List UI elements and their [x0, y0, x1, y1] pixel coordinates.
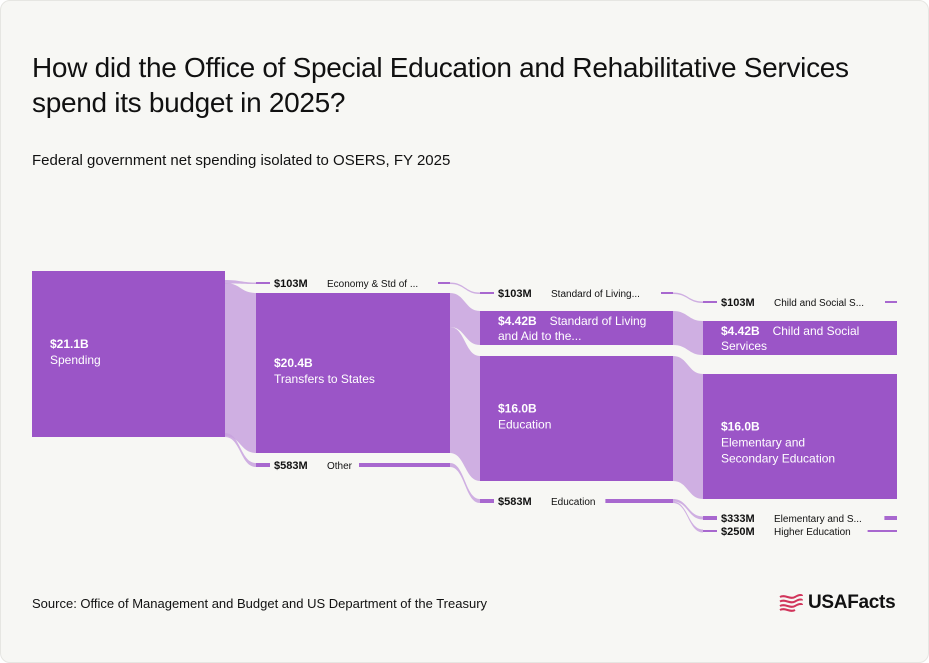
- node-bar-education: [480, 356, 673, 481]
- sankey-link-spending-econ: [225, 280, 256, 284]
- node-bar-childsoc: [703, 321, 897, 355]
- node-value-stdliving: $4.42B: [498, 314, 537, 328]
- sankey-link-education_small-higher: [673, 501, 703, 533]
- sankey-link-spending-other: [225, 433, 256, 467]
- usafacts-logo: USAFacts: [778, 592, 896, 614]
- sankey-link-other-education_small: [450, 463, 480, 503]
- node-value-education: $16.0B: [498, 402, 537, 416]
- flag-icon: [779, 594, 803, 612]
- sankey-link-education-elemsec: [673, 356, 703, 499]
- source-note: Source: Office of Management and Budget …: [32, 596, 488, 611]
- node-name-childsoc: Child and Social: [773, 324, 860, 338]
- node-value-childsoc_small: $103M: [721, 297, 755, 309]
- node-value-other: $583M: [274, 460, 308, 472]
- node-bar-transfers: [256, 293, 450, 453]
- sankey-link-stdliving_small-childsoc_small: [673, 292, 703, 303]
- node-bar-elemsec: [703, 374, 897, 499]
- sankey-node-education_small: $583M Education: [480, 496, 673, 508]
- sankey-links: [225, 280, 703, 533]
- node-name-cont-childsoc: Services: [721, 339, 767, 353]
- logo-text: USAFacts: [808, 592, 896, 613]
- sankey-link-transfers-education: [450, 327, 480, 481]
- node-name-cont-stdliving: and Aid to the...: [498, 329, 581, 343]
- node-name-stdliving: Standard of Living: [550, 314, 647, 328]
- sankey-link-education_small-elem_small: [673, 499, 703, 520]
- node-name-stdliving_small: Standard of Living...: [551, 289, 640, 300]
- node-name-higher: Higher Education: [774, 527, 851, 538]
- node-name-econ: Economy & Std of ...: [327, 279, 418, 290]
- node-value-elem_small: $333M: [721, 513, 755, 525]
- node-value-transfers: $20.4B: [274, 356, 313, 370]
- sankey-node-econ: $103M Economy & Std of ...: [256, 278, 450, 290]
- node-name-elemsec: Elementary and: [721, 436, 805, 450]
- node-value-education_small: $583M: [498, 496, 532, 508]
- node-name-elemsec-1: Secondary Education: [721, 452, 835, 466]
- sankey-node-other: $583M Other: [256, 460, 450, 472]
- sankey-link-econ-stdliving_small: [450, 282, 480, 294]
- sankey-node-spending: $21.1B Spending: [32, 271, 225, 437]
- node-name-spending: Spending: [50, 353, 101, 367]
- sankey-node-elemsec: $16.0B Elementary and Secondary Education: [703, 374, 897, 499]
- sankey-node-education: $16.0B Education: [480, 356, 673, 481]
- node-value-childsoc: $4.42B: [721, 324, 760, 338]
- node-name-education_small: Education: [551, 497, 595, 508]
- chart-subtitle: Federal government net spending isolated…: [32, 152, 451, 169]
- chart-title: How did the Office of Special Education …: [32, 52, 849, 118]
- sankey-node-childsoc: $4.42B Child and Social Services: [703, 321, 897, 355]
- node-name-transfers: Transfers to States: [274, 372, 375, 386]
- node-value-higher: $250M: [721, 526, 755, 538]
- sankey-node-childsoc_small: $103M Child and Social S...: [703, 297, 897, 309]
- node-name-elem_small: Elementary and S...: [774, 514, 862, 525]
- node-name-other: Other: [327, 461, 353, 472]
- node-name-childsoc_small: Child and Social S...: [774, 298, 864, 309]
- node-value-spending: $21.1B: [50, 337, 89, 351]
- sankey-node-elem_small: $333M Elementary and S...: [703, 513, 897, 525]
- node-value-stdliving_small: $103M: [498, 288, 532, 300]
- sankey-node-transfers: $20.4B Transfers to States: [256, 293, 450, 453]
- sankey-node-stdliving_small: $103M Standard of Living...: [480, 288, 673, 300]
- sankey-node-higher: $250M Higher Education: [703, 526, 897, 538]
- node-name-education: Education: [498, 418, 551, 432]
- sankey-link-stdliving-childsoc: [673, 311, 703, 355]
- node-value-elemsec: $16.0B: [721, 420, 760, 434]
- node-value-econ: $103M: [274, 278, 308, 290]
- node-bar-stdliving: [480, 311, 673, 345]
- node-bar-spending: [32, 271, 225, 437]
- sankey-link-spending-transfers: [225, 283, 256, 453]
- sankey-link-transfers-stdliving: [450, 293, 480, 345]
